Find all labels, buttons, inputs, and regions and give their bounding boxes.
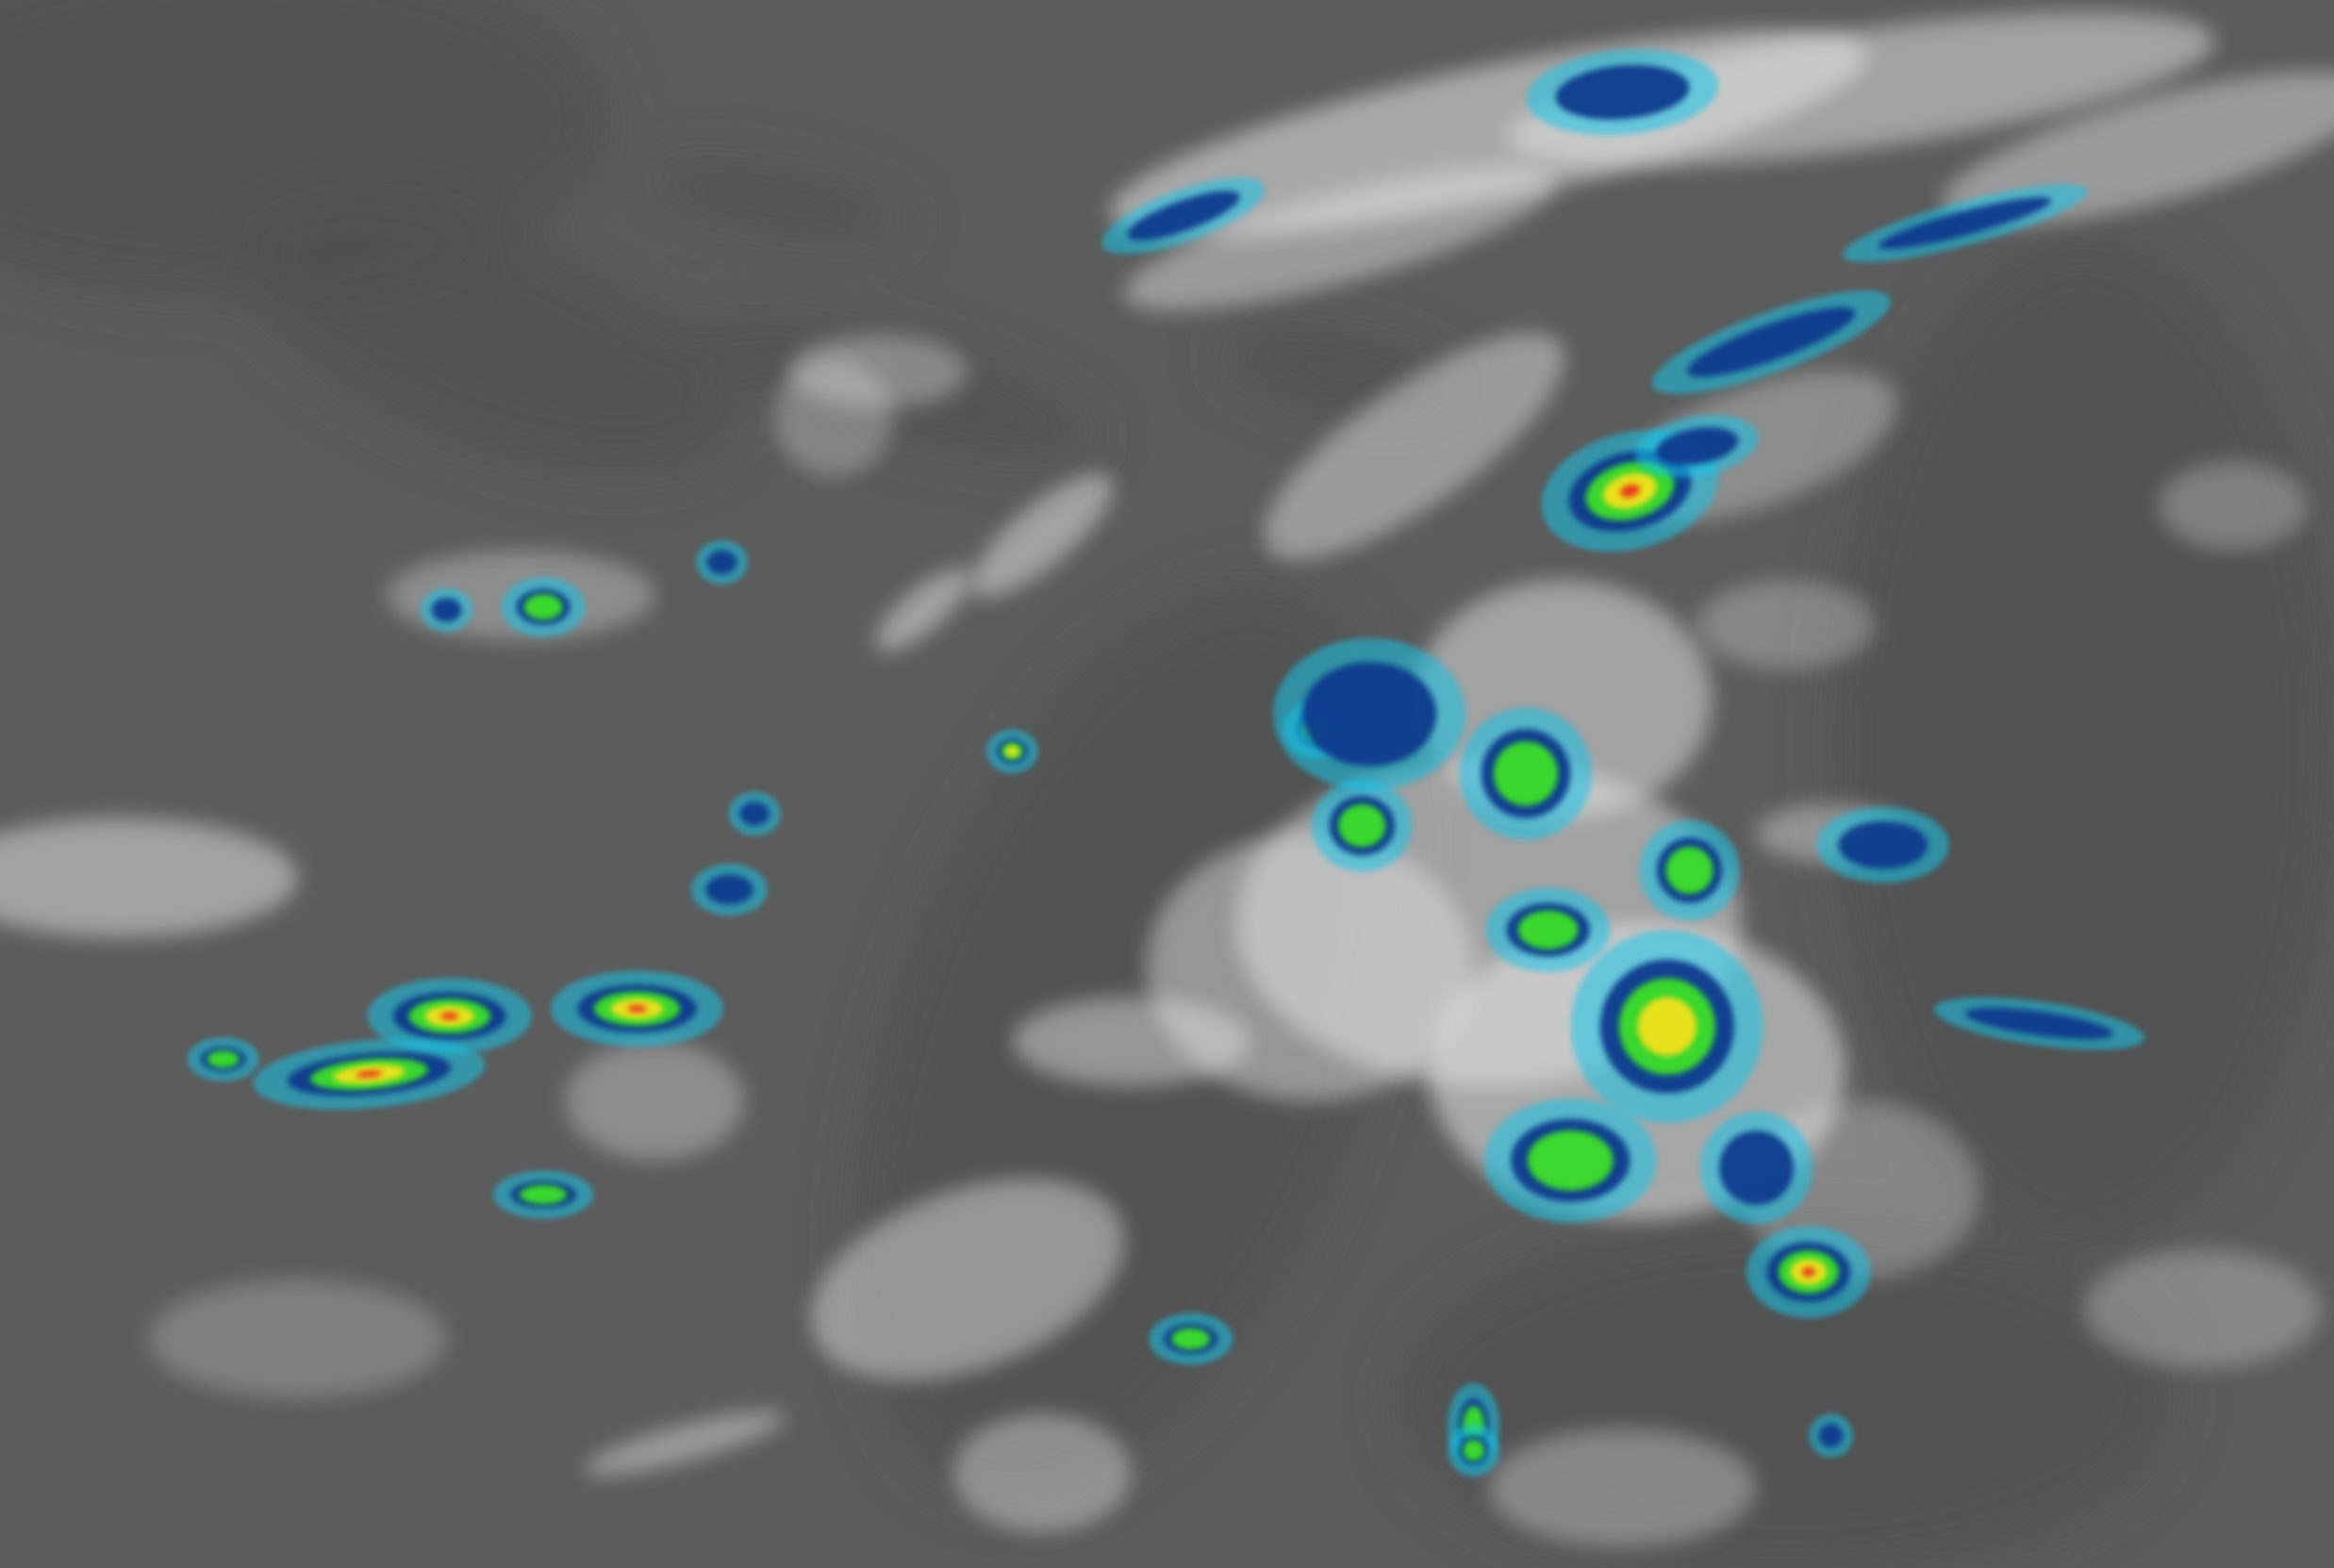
cloud xyxy=(1012,997,1250,1086)
storm-cell-outer xyxy=(431,598,462,622)
storm-cell-core xyxy=(207,1050,240,1068)
cloud xyxy=(584,1411,786,1476)
storm-cell-core xyxy=(1463,1439,1485,1461)
storm-cell-core xyxy=(1338,803,1386,848)
storm-cell-core xyxy=(1171,1328,1211,1350)
storm-cell-outer xyxy=(1687,306,1856,377)
cloud xyxy=(810,1178,1125,1380)
storm-cell-core xyxy=(1517,910,1579,949)
land-region xyxy=(641,163,906,239)
storm-cell-core xyxy=(356,1070,383,1078)
storm-cell-outer xyxy=(1719,1131,1795,1206)
cloud xyxy=(565,1041,745,1161)
storm-cell-layer xyxy=(187,49,2145,1477)
storm-cell-outer xyxy=(1879,197,2052,250)
cloud xyxy=(1506,11,2215,167)
cloud xyxy=(2158,461,2308,551)
storm-cell-core xyxy=(1620,484,1640,498)
storm-cell-core xyxy=(440,1012,459,1020)
storm-cell-outer xyxy=(1302,662,1437,767)
land-region xyxy=(0,0,611,298)
cloud xyxy=(1488,1428,1757,1547)
storm-cell-core xyxy=(523,594,563,620)
cloud xyxy=(773,356,894,476)
cloud xyxy=(875,568,971,652)
storm-cell-core xyxy=(520,1184,568,1205)
cloud xyxy=(2083,1249,2323,1369)
storm-cell-core xyxy=(627,1004,647,1013)
land-region xyxy=(1830,238,2334,1250)
storm-cell-core xyxy=(1527,1130,1614,1191)
storm-cell-outer xyxy=(1838,820,1928,869)
storm-cell-core xyxy=(1493,741,1558,806)
cloud xyxy=(1123,166,1556,310)
storm-cell-core xyxy=(1665,847,1713,895)
storm-cell-outer xyxy=(739,801,770,826)
storm-cell-core xyxy=(1637,997,1697,1056)
storm-cell-outer xyxy=(705,874,753,905)
cloud xyxy=(970,473,1114,598)
storm-cell-outer xyxy=(1655,427,1739,466)
cloud xyxy=(1264,333,1564,560)
cloud xyxy=(952,1412,1132,1533)
storm-cell-outer xyxy=(1818,1423,1844,1448)
storm-cell-outer xyxy=(1965,1007,2113,1040)
land-region xyxy=(250,211,732,473)
cloud xyxy=(0,817,298,937)
cloud xyxy=(148,1279,447,1399)
storm-cell-core xyxy=(1005,746,1019,757)
storm-cell-outer xyxy=(1555,64,1690,120)
storm-cell-outer xyxy=(1127,190,1240,240)
cloud xyxy=(1697,580,1876,670)
storm-cell-core xyxy=(1801,1266,1815,1278)
storm-cell-outer xyxy=(706,550,737,575)
